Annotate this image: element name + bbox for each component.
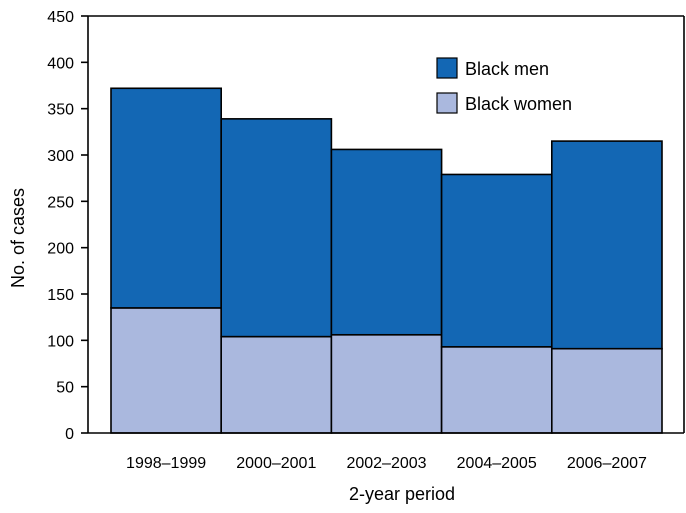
x-tick-label: 2002–2003 — [346, 455, 426, 472]
y-tick-label: 400 — [47, 55, 74, 72]
y-tick-label: 50 — [56, 380, 74, 397]
legend-swatch-black-men — [436, 57, 458, 79]
axes-layer — [81, 15, 685, 434]
x-tick-label: 1998–1999 — [126, 455, 206, 472]
y-tick-label: 200 — [47, 241, 74, 258]
y-tick-label: 0 — [65, 426, 74, 443]
legend-label-black-women: Black women — [465, 94, 572, 114]
bar-black-men-3 — [330, 148, 443, 336]
bar-black-women-3 — [330, 333, 443, 434]
labels-layer: No. of cases 2-year period 1998–1999 2000… — [8, 9, 647, 504]
y-tick-label: 100 — [47, 333, 74, 350]
bar-black-men-4 — [440, 173, 553, 348]
legend-label-black-men: Black men — [465, 59, 549, 79]
y-tick-label: 450 — [47, 9, 74, 26]
y-tick-label: 300 — [47, 148, 74, 165]
x-tick-label: 2004–2005 — [457, 455, 537, 472]
x-tick-label: 2006–2007 — [567, 455, 647, 472]
bars-layer — [110, 87, 663, 434]
x-axis-title: 2-year period — [349, 484, 455, 504]
bar-black-women-5 — [550, 347, 663, 434]
bar-black-men-1 — [110, 87, 222, 309]
bar-black-women-1 — [110, 307, 222, 434]
legend-swatch-black-women — [436, 92, 458, 114]
bar-black-men-5 — [550, 140, 663, 350]
y-axis-title: No. of cases — [8, 188, 28, 288]
bar-black-men-2 — [220, 118, 333, 338]
x-tick-label: 2000–2001 — [236, 455, 316, 472]
y-tick-label: 150 — [47, 287, 74, 304]
bar-black-women-2 — [220, 335, 333, 434]
y-tick-label: 250 — [47, 194, 74, 211]
bar-black-women-4 — [440, 346, 553, 434]
legend: Black men Black women — [436, 57, 572, 114]
y-tick-label: 350 — [47, 102, 74, 119]
